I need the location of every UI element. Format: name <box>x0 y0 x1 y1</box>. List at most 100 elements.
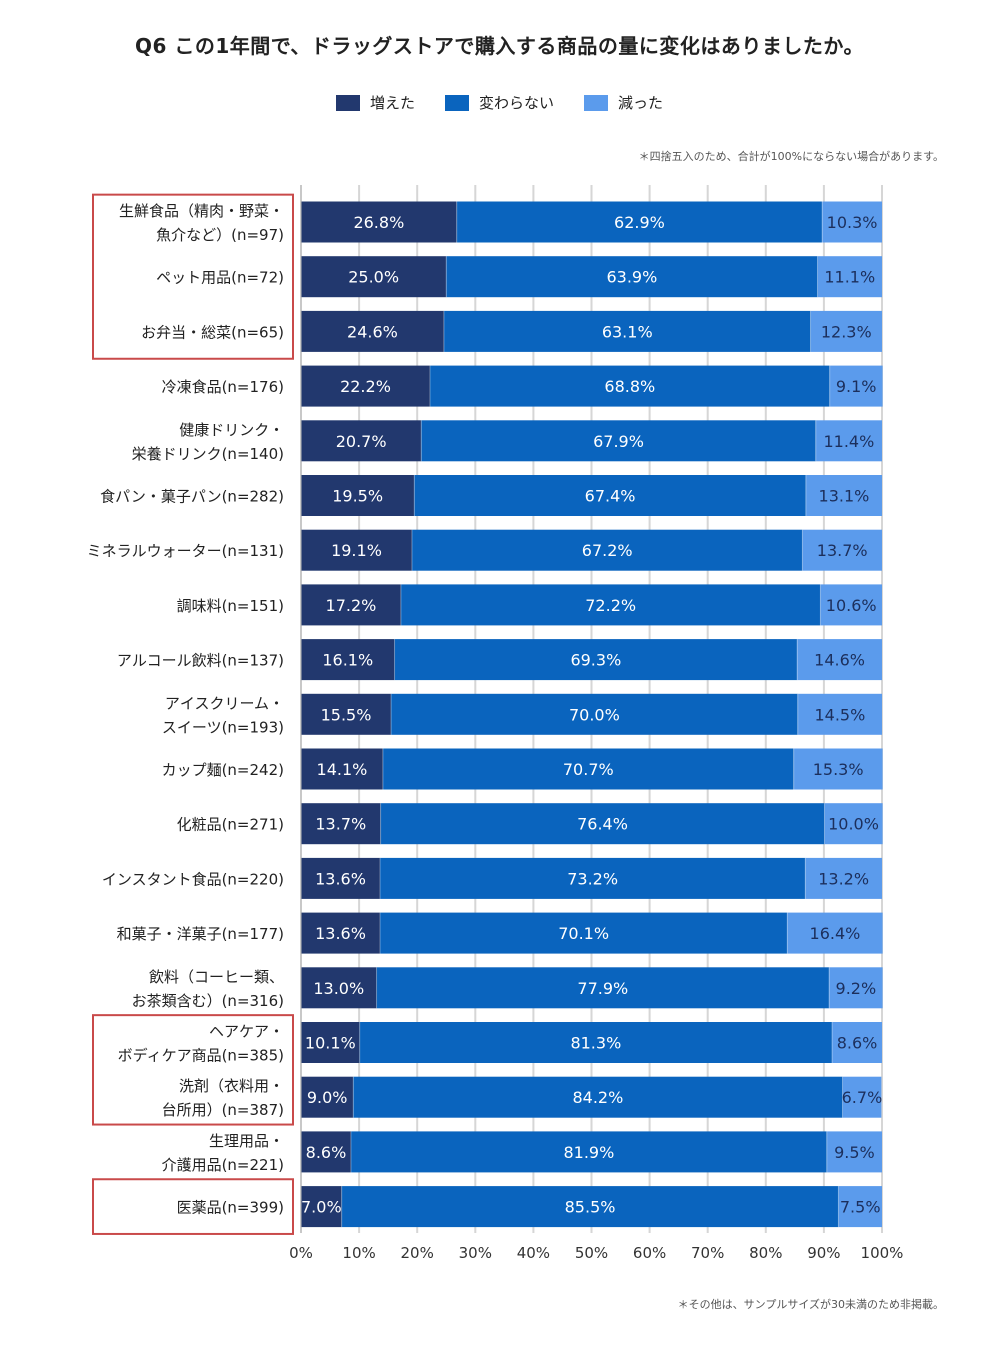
bar-segment <box>832 1022 882 1063</box>
category-label: お弁当・総菜(n=65) <box>141 323 284 341</box>
bar-value-label: 62.9% <box>614 213 665 232</box>
bar-segment <box>301 639 395 681</box>
category-label: 生理用品・ <box>209 1132 284 1150</box>
bar-value-label: 72.2% <box>585 596 636 615</box>
legend-swatch-unchanged <box>444 94 469 111</box>
bar-value-label: 13.1% <box>819 487 870 506</box>
bar-segment <box>391 693 798 735</box>
bar-segment <box>793 748 883 790</box>
category-label: 和菓子・洋菓子(n=177) <box>117 925 284 943</box>
bar-segment <box>805 475 882 516</box>
bar-segment <box>359 1022 833 1063</box>
bar-segment <box>826 1131 882 1173</box>
bar-segment <box>301 584 401 626</box>
bar-segment <box>824 803 883 845</box>
bar-segment <box>380 912 788 954</box>
highlight-box <box>92 193 294 360</box>
bar-segment <box>802 529 882 571</box>
bar-segment <box>443 310 811 352</box>
bar-segment <box>301 256 447 298</box>
bar-value-label: 22.2% <box>340 377 391 396</box>
bar-segment <box>411 529 803 571</box>
category-label: アルコール飲料(n=137) <box>117 652 284 670</box>
bar-value-label: 13.6% <box>315 924 366 943</box>
bar-segment <box>400 584 821 626</box>
bar-segment <box>301 310 444 352</box>
bar-value-label: 9.1% <box>836 377 877 396</box>
category-label: 冷凍食品(n=176) <box>162 378 284 396</box>
bar-value-label: 10.0% <box>828 815 879 834</box>
bar-segment <box>301 803 381 845</box>
bar-value-label: 85.5% <box>565 1198 616 1217</box>
bar-segment <box>456 201 823 243</box>
bar-value-label: 20.7% <box>336 432 387 451</box>
legend-swatch-increased <box>335 94 360 111</box>
bar-segment <box>350 1131 827 1173</box>
bar-segment <box>301 1022 360 1063</box>
bar-value-label: 15.5% <box>321 705 372 724</box>
bar-value-label: 70.7% <box>563 760 614 779</box>
category-label: ペット用品(n=72) <box>156 269 284 287</box>
legend-label-increased: 増えた <box>369 94 415 112</box>
legend-item-unchanged: 変わらない <box>444 92 554 113</box>
bar-value-label: 8.6% <box>837 1034 878 1053</box>
category-label: スイーツ(n=193) <box>162 718 284 736</box>
bar-value-label: 10.3% <box>827 213 878 232</box>
bar-value-label: 67.2% <box>582 541 633 560</box>
bar-segment <box>301 693 392 735</box>
sample-size-note: ＊その他は、サンプルサイズが30未満のため非掲載。 <box>677 1298 944 1311</box>
x-tick-label: 100% <box>861 1244 904 1262</box>
bar-segment <box>429 365 830 407</box>
bar-segment <box>829 365 883 407</box>
bar-value-label: 6.7% <box>842 1088 883 1107</box>
rounding-note: ＊四捨五入のため、合計が100%にならない場合があります。 <box>638 150 944 163</box>
category-label: 生鮮食品（精肉・野菜・ <box>119 202 284 220</box>
category-label: ヘアケア・ <box>209 1023 284 1041</box>
highlight-box <box>92 1178 294 1235</box>
legend-item-increased: 増えた <box>335 92 415 113</box>
category-label: 台所用）(n=387) <box>162 1101 284 1119</box>
category-label: 介護用品(n=221) <box>162 1156 284 1174</box>
bar-segment <box>353 1076 843 1118</box>
bar-value-label: 11.1% <box>824 268 875 287</box>
bar-segment <box>421 420 816 462</box>
bar-value-label: 25.0% <box>348 268 399 287</box>
bar-value-label: 26.8% <box>353 213 404 232</box>
bar-segment <box>797 639 882 681</box>
legend-item-decreased: 減った <box>584 92 663 113</box>
highlight-box <box>92 1014 294 1126</box>
bar-segment <box>829 967 883 1009</box>
chart-title: Q6 この1年間で、ドラッグストアで購入する商品の量に変化はありましたか。 <box>134 34 865 58</box>
category-label: 健康ドリンク・ <box>179 421 284 439</box>
bar-segment <box>787 912 883 954</box>
bar-segment <box>301 365 430 407</box>
category-label: 化粧品(n=271) <box>177 816 284 834</box>
bar-segment <box>301 420 422 462</box>
bar-value-label: 16.4% <box>810 924 861 943</box>
bar-segment <box>446 256 818 298</box>
bar-segment <box>380 803 825 845</box>
bar-segment <box>301 912 381 954</box>
bar-segment <box>301 1186 342 1228</box>
category-label: 調味料(n=151) <box>177 597 284 615</box>
bar-value-label: 14.6% <box>814 651 865 670</box>
bar-segment <box>382 748 794 790</box>
bar-value-label: 13.7% <box>817 541 868 560</box>
category-label: 飲料（コーヒー類、 <box>149 968 284 986</box>
bar-value-label: 9.2% <box>836 979 877 998</box>
x-tick-label: 10% <box>342 1244 375 1262</box>
bar-segment <box>376 967 830 1009</box>
category-label: インスタント食品(n=220) <box>102 870 284 888</box>
x-tick-label: 70% <box>691 1244 724 1262</box>
bar-segment <box>301 529 412 571</box>
x-tick-label: 20% <box>401 1244 434 1262</box>
bar-segment <box>394 639 798 681</box>
bar-value-label: 14.5% <box>814 705 865 724</box>
x-tick-label: 80% <box>749 1244 782 1262</box>
bar-value-label: 7.0% <box>301 1198 342 1217</box>
bar-value-label: 81.3% <box>570 1034 621 1053</box>
bar-value-label: 69.3% <box>570 651 621 670</box>
legend: 増えた 変わらない 減った <box>0 92 999 113</box>
bar-value-label: 76.4% <box>577 815 628 834</box>
bar-value-label: 8.6% <box>306 1143 347 1162</box>
